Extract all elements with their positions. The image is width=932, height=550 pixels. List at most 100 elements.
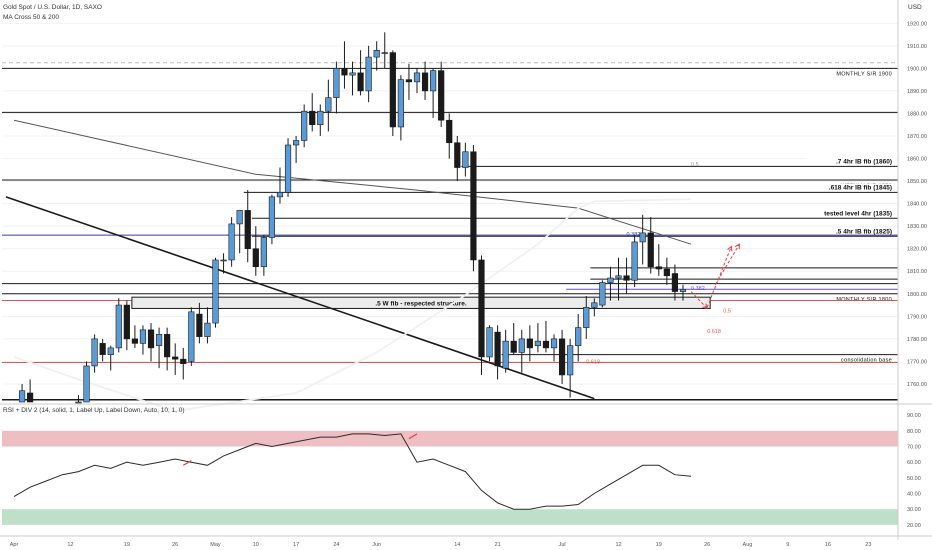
projection-arrowhead-0 <box>702 303 708 310</box>
level-label-bg-3 <box>806 157 896 166</box>
candle-body-22 <box>188 311 195 362</box>
ma-line-0 <box>13 119 692 245</box>
candle-body-62 <box>510 340 517 353</box>
level-label-5: .618 4hr IB fib (1845) <box>829 184 892 191</box>
candle-body-41 <box>341 68 348 76</box>
time-tick-17: 16 <box>825 542 831 548</box>
candle-body-10 <box>91 338 98 367</box>
candle-body-40 <box>333 68 340 98</box>
fib-tag-5: 0.5 <box>691 162 699 168</box>
candle-body-38 <box>317 110 324 126</box>
candle-body-32 <box>268 196 276 238</box>
rsi-divergence-1 <box>408 433 418 440</box>
level-label-3: .7 4hr IB fib (1860) <box>836 158 892 165</box>
candle-body-37 <box>309 110 316 126</box>
candle-body-72 <box>591 302 598 308</box>
time-tick-14: 26 <box>704 542 710 548</box>
rsi-bands <box>2 430 898 525</box>
rsi-title: RSI + DIV 2 (14, solid, 1, Label Up, Lab… <box>3 407 185 414</box>
price-tick-6: 1820.00 <box>907 247 927 253</box>
fib-zone: .5 W fib - respected structure. 0.382 0.38… <box>131 162 731 365</box>
candle-body-63 <box>518 338 525 353</box>
candle-body-2 <box>27 392 34 403</box>
fib-tag-3: 0.618 <box>707 329 721 335</box>
fib-zone-label: .5 W fib - respected structure. <box>375 300 467 307</box>
price-tick-4: 1800.00 <box>907 292 927 298</box>
time-tick-15: Aug <box>743 542 753 548</box>
candle-body-78 <box>639 232 646 243</box>
candle-body-51 <box>421 72 429 92</box>
candle-body-56 <box>462 151 469 168</box>
candle-body-26 <box>220 259 227 262</box>
candle-body-33 <box>276 192 284 198</box>
level-label-13: MONTHLY S/R 1800 <box>836 297 892 303</box>
candle-body-67 <box>550 338 558 349</box>
rsi-tick-1: 30.00 <box>907 507 921 513</box>
rsi-divergence-0 <box>182 460 192 466</box>
candle-body-23 <box>196 313 203 337</box>
price-tick-7: 1830.00 <box>907 224 927 230</box>
candle-body-29 <box>244 210 251 250</box>
candle-body-70 <box>575 327 582 346</box>
time-tick-8: Jun <box>372 542 381 548</box>
projection-arrowhead-2 <box>734 243 740 250</box>
candle-body-81 <box>663 268 670 277</box>
candle-body-68 <box>558 338 566 376</box>
candle-body-12 <box>107 347 114 355</box>
indicator-label: MA Cross 50 & 200 <box>3 14 59 21</box>
candle-body-48 <box>397 79 404 128</box>
candle-body-35 <box>292 140 300 146</box>
candle-body-47 <box>389 52 396 128</box>
time-tick-13: 19 <box>656 542 662 548</box>
candle-body-21 <box>180 358 187 364</box>
moving-averages <box>13 119 692 412</box>
candle-body-1 <box>18 390 26 403</box>
projection-arrow-1 <box>706 246 732 308</box>
price-tick-14: 1900.00 <box>907 66 927 72</box>
time-tick-1: 12 <box>67 542 73 548</box>
rsi-tick-4: 60.00 <box>907 460 921 466</box>
candle-body-36 <box>301 110 308 141</box>
level-label-7: .5 4hr IB fib (1825) <box>836 228 892 235</box>
rsi-tick-2: 40.00 <box>907 492 921 498</box>
time-tick-12: 12 <box>615 542 621 548</box>
candle-body-19 <box>164 334 171 358</box>
candle-body-60 <box>494 331 501 367</box>
candle-body-75 <box>615 275 622 279</box>
candle-body-76 <box>623 275 630 281</box>
candle-body-25 <box>212 259 219 324</box>
rsi-tick-6: 80.00 <box>907 429 921 435</box>
price-tick-10: 1860.00 <box>907 157 927 163</box>
projection-arrow-0 <box>690 291 708 309</box>
level-label-bg-5 <box>797 183 896 192</box>
candle-body-57 <box>470 151 477 261</box>
time-tick-2: 19 <box>124 542 130 548</box>
candle-body-39 <box>325 97 332 112</box>
price-tick-3: 1790.00 <box>907 314 927 320</box>
candle-body-28 <box>236 210 243 225</box>
level-label-6: tested level 4hr (1835) <box>824 210 892 217</box>
candle-body-59 <box>486 327 493 358</box>
candle-body-42 <box>349 72 356 76</box>
rsi-line <box>13 433 692 510</box>
price-tick-12: 1880.00 <box>907 111 927 117</box>
candle-body-18 <box>155 334 163 346</box>
candle-body-49 <box>405 79 413 83</box>
candle-body-69 <box>567 345 574 376</box>
time-tick-10: 21 <box>495 542 501 548</box>
time-tick-4: May <box>210 542 221 548</box>
level-label-15: consolidation base <box>841 358 892 364</box>
time-tick-9: 14 <box>454 542 460 548</box>
fib-zone-box <box>131 296 711 309</box>
candle-body-8 <box>75 401 82 404</box>
candle-body-74 <box>607 277 614 283</box>
time-tick-7: 24 <box>333 542 339 548</box>
candle-body-16 <box>139 329 147 344</box>
candle-body-53 <box>438 70 445 121</box>
candle-body-52 <box>430 70 437 92</box>
level-label-bg-7 <box>806 227 896 236</box>
candle-series <box>18 32 687 404</box>
candle-body-43 <box>357 72 364 92</box>
